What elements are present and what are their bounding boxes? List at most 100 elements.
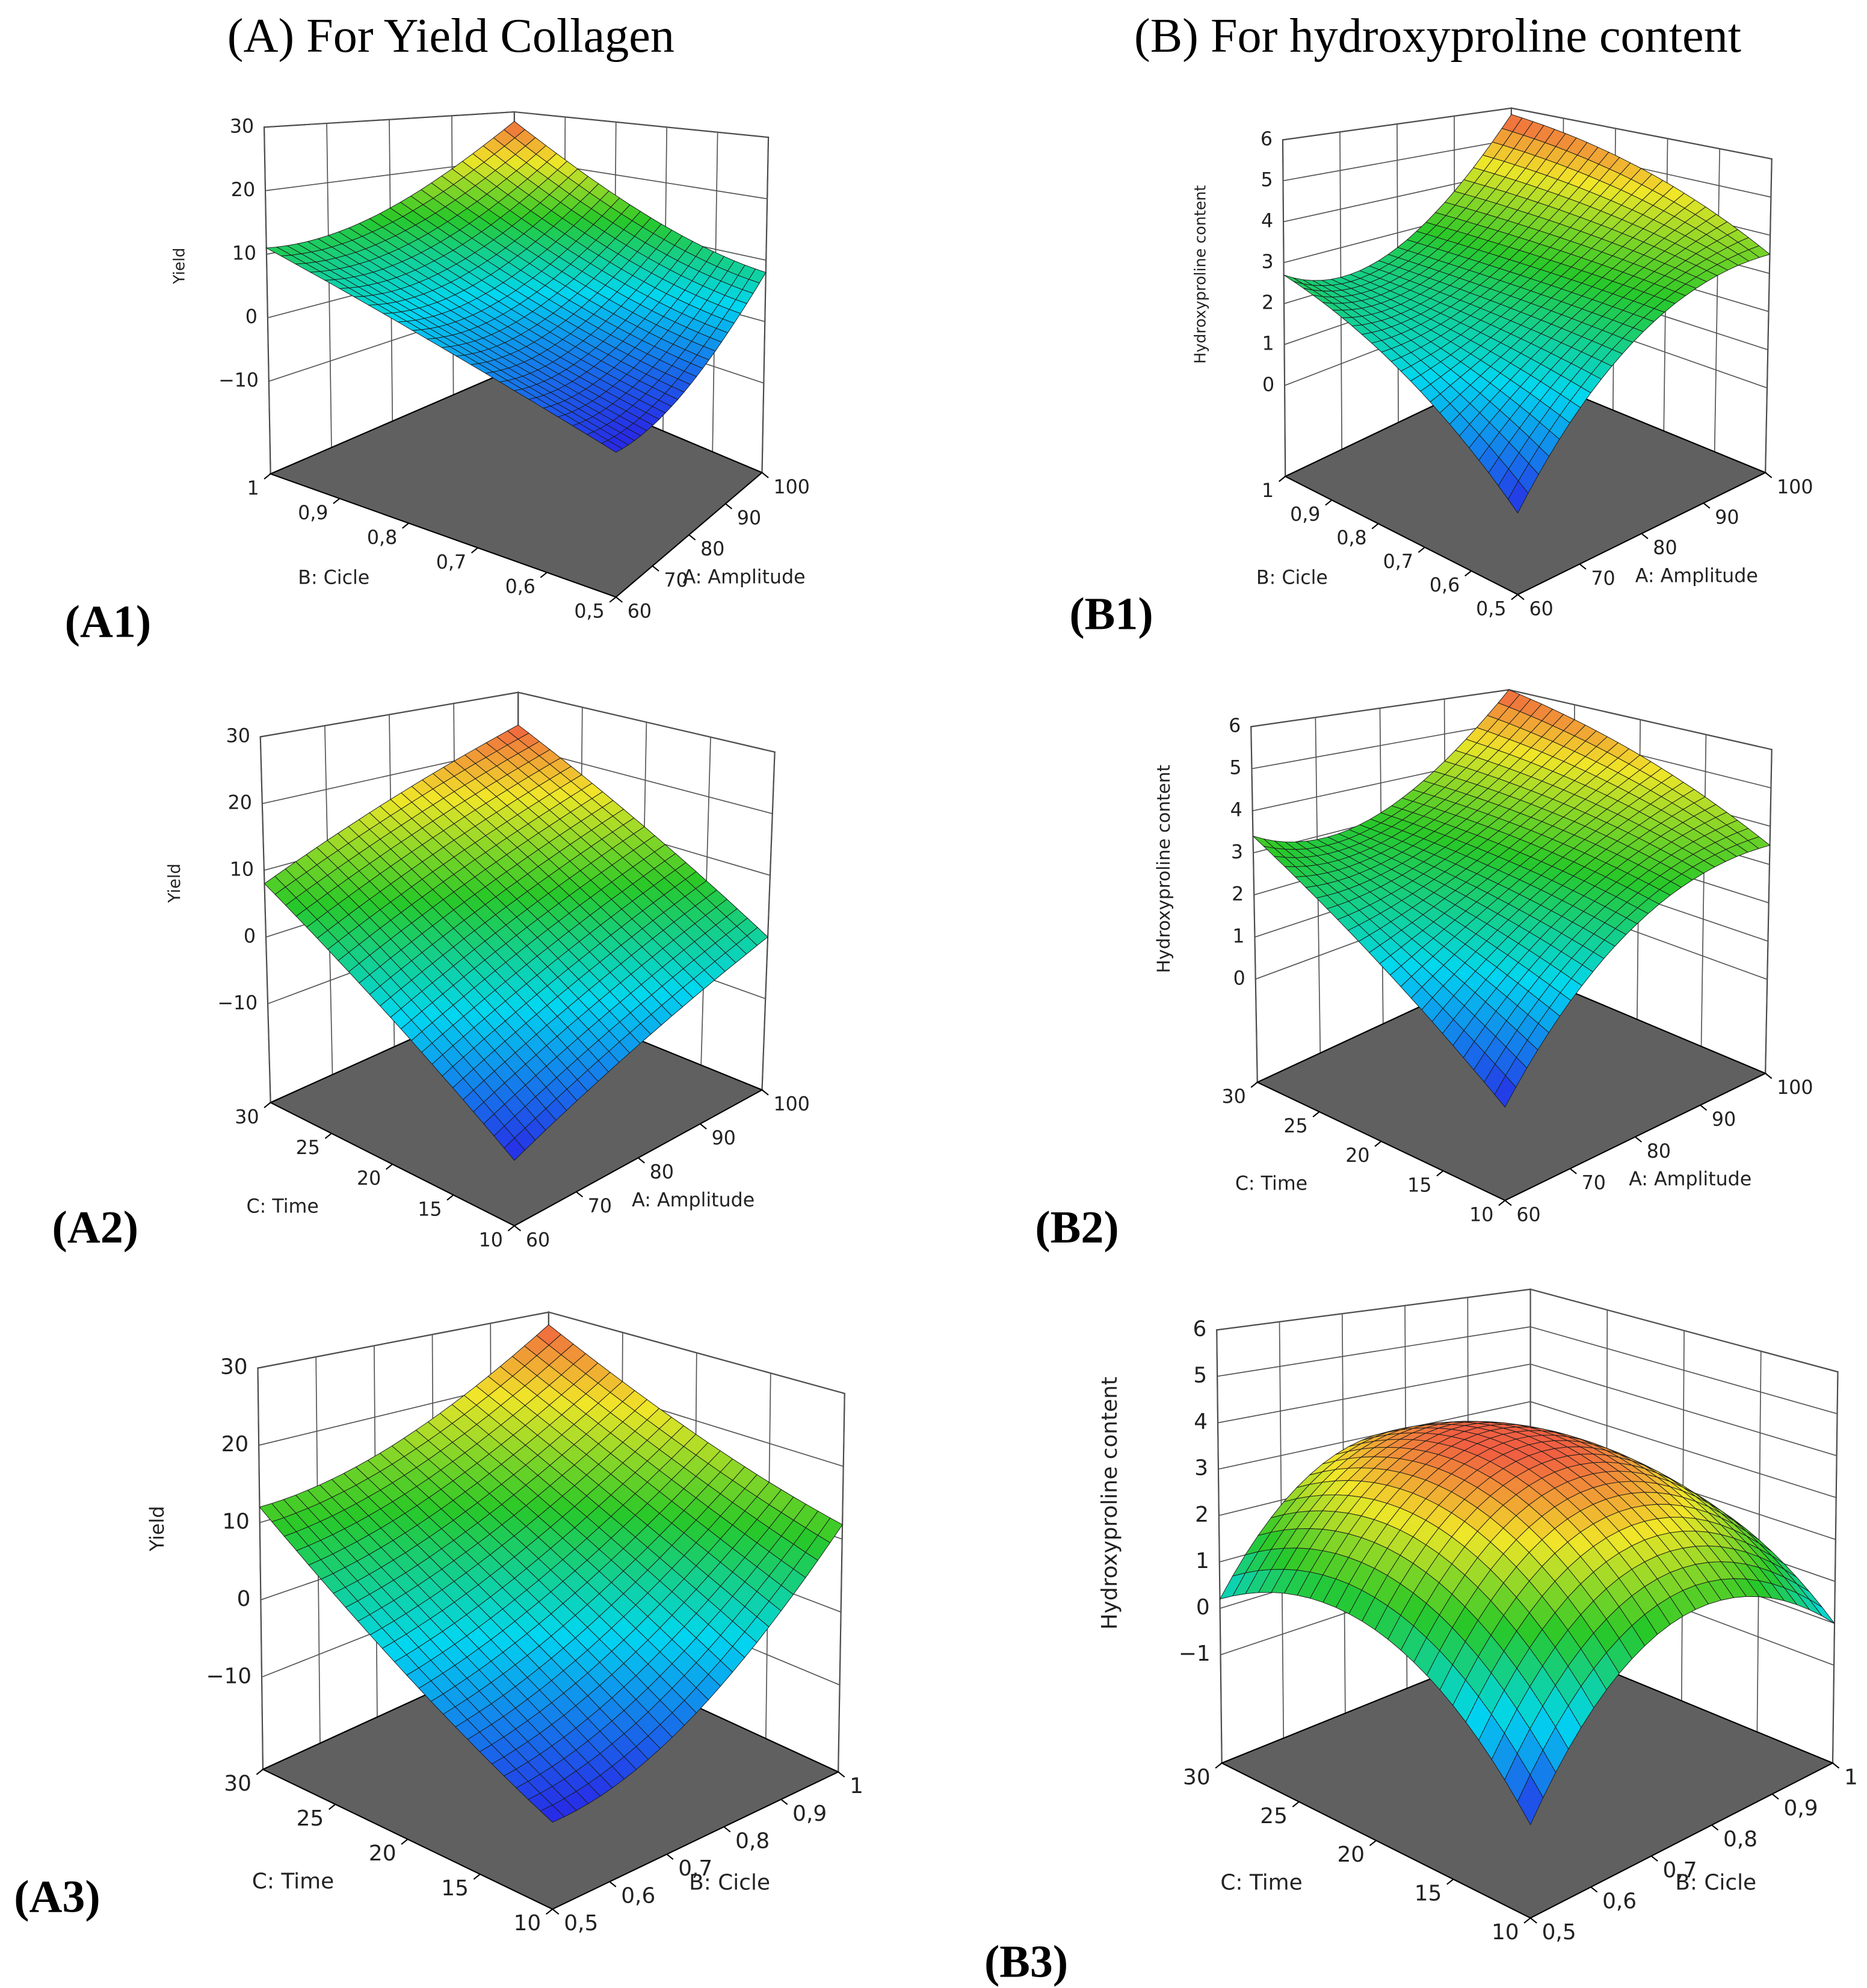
x-tick-label: 60	[526, 1230, 550, 1252]
surface-cell	[504, 1137, 525, 1161]
y-tick-label: 0,6	[1430, 575, 1460, 596]
tick-mark	[1292, 1801, 1300, 1807]
tick-mark	[1711, 1824, 1719, 1831]
x-tick-label: 80	[700, 539, 724, 560]
tick-mark	[1325, 499, 1333, 506]
y-tick-label: 0,6	[505, 576, 535, 598]
z-tick-label: 5	[1229, 758, 1241, 779]
z-tick-label: 2	[1232, 883, 1244, 905]
z-tick-label: 3	[1194, 1456, 1208, 1481]
x-tick-label: 0,8	[735, 1829, 770, 1853]
x-tick-label: 90	[1715, 507, 1739, 528]
z-tick-label: 30	[226, 726, 250, 747]
tick-mark	[1374, 1141, 1382, 1147]
tick-mark	[1279, 475, 1286, 483]
z-axis-title: Hydroxyproline content	[1153, 765, 1174, 973]
z-tick-label: 0	[1233, 968, 1245, 989]
tick-mark	[1511, 594, 1519, 600]
tick-mark	[609, 1881, 617, 1888]
z-tick-label: 4	[1194, 1410, 1208, 1434]
z-tick-label: 20	[228, 792, 252, 813]
grid-line	[259, 736, 271, 1103]
tick-mark	[1765, 472, 1773, 478]
tick-mark	[264, 1102, 271, 1108]
grid-line	[761, 137, 769, 473]
surface	[259, 1324, 843, 1823]
z-axis-title: Hydroxyproline content	[1191, 185, 1209, 364]
z-tick-label: 5	[1261, 169, 1273, 191]
z-axis-title: Yield	[170, 248, 188, 285]
z-tick-label: 1	[1262, 333, 1274, 355]
tick-mark	[386, 1164, 393, 1170]
y-axis-title: C: Time	[1220, 1871, 1302, 1895]
x-tick-label: 0,6	[621, 1884, 655, 1909]
tick-mark	[1312, 1111, 1320, 1118]
tick-mark	[1771, 1793, 1779, 1800]
y-tick-label: 0,5	[1476, 598, 1506, 620]
tick-mark	[333, 498, 341, 504]
grid-line	[761, 752, 776, 1090]
y-axis-title: B: Cicle	[298, 567, 369, 589]
tick-mark	[652, 565, 659, 572]
tick-mark	[540, 572, 548, 578]
x-tick-label: 70	[664, 570, 688, 591]
y-tick-label: 30	[224, 1771, 252, 1796]
y-tick-label: 15	[1415, 1881, 1442, 1906]
y-tick-label: 10	[1469, 1204, 1493, 1226]
y-tick-label: 30	[235, 1107, 259, 1128]
z-tick-label: −1	[1179, 1641, 1211, 1666]
tick-mark	[761, 1089, 769, 1096]
y-axis-title: C: Time	[252, 1869, 334, 1894]
y-tick-label: 1	[247, 478, 259, 499]
z-tick-label: 0	[1262, 374, 1274, 396]
y-tick-label: 25	[296, 1137, 320, 1159]
y-tick-label: 15	[418, 1199, 442, 1220]
y-tick-label: 0,9	[1290, 504, 1320, 525]
surface	[264, 724, 768, 1161]
tick-mark	[616, 596, 623, 603]
z-tick-label: 5	[1193, 1363, 1207, 1388]
x-tick-label: 90	[712, 1128, 736, 1149]
x-tick-label: 100	[1777, 1077, 1813, 1099]
z-tick-label: 6	[1261, 128, 1273, 150]
tick-mark	[1215, 1762, 1223, 1769]
x-tick-label: 1	[850, 1774, 863, 1798]
tick-mark	[723, 1826, 731, 1833]
z-tick-label: 3	[1231, 841, 1243, 863]
surface-cell	[600, 440, 623, 453]
z-tick-label: 30	[220, 1355, 248, 1380]
panel-label: (A3)	[14, 1872, 100, 1922]
x-axis-title: B: Cicle	[1675, 1871, 1756, 1895]
surface-plot: −10 0 10 20 30 60 70 80 90 100 0,5 0,6 0,7 0,8 0,9 1 A: …	[170, 111, 810, 623]
grid-line	[838, 1393, 845, 1772]
x-tick-label: 70	[1591, 568, 1615, 590]
panel-label: (B1)	[1069, 589, 1153, 640]
y-axis-title: C: Time	[1235, 1173, 1307, 1195]
y-tick-label: 20	[357, 1168, 381, 1190]
tick-mark	[1498, 1200, 1506, 1206]
tick-mark	[264, 473, 271, 480]
tick-mark	[256, 1768, 264, 1775]
x-tick-label: 0,8	[1723, 1827, 1757, 1851]
tick-mark	[1436, 1170, 1444, 1177]
z-axis-title: Hydroxyproline content	[1097, 1377, 1122, 1629]
x-axis-title: A: Amplitude	[632, 1190, 755, 1211]
x-tick-label: 60	[1516, 1204, 1540, 1226]
column-heading: (B) For hydroxyproline content	[1134, 10, 1741, 63]
z-tick-label: 0	[237, 1587, 251, 1611]
tick-mark	[401, 1838, 409, 1845]
tick-mark	[761, 472, 769, 478]
y-tick-label: 20	[369, 1841, 397, 1866]
x-axis-title: A: Amplitude	[683, 567, 806, 588]
tick-mark	[725, 503, 733, 510]
tick-mark	[507, 1225, 515, 1232]
y-tick-label: 20	[1345, 1145, 1369, 1167]
x-tick-label: 80	[1647, 1141, 1671, 1162]
y-tick-label: 30	[1183, 1765, 1211, 1789]
tick-mark	[1703, 502, 1711, 509]
y-tick-label: 15	[441, 1876, 469, 1901]
grid-line	[257, 1368, 264, 1770]
tick-mark	[838, 1771, 845, 1778]
